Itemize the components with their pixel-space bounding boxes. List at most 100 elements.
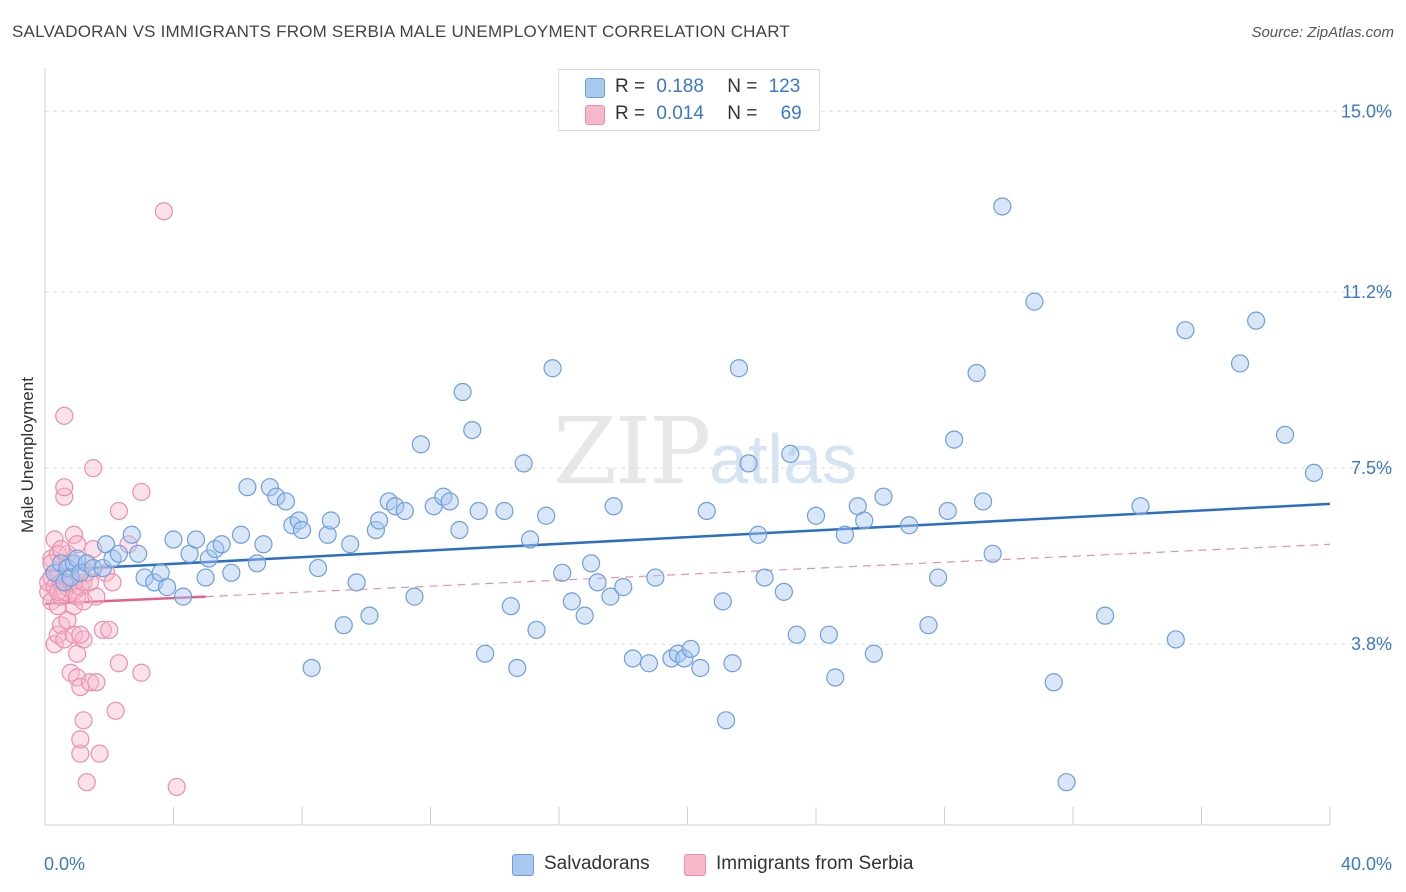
point-salvadorans (1096, 606, 1115, 625)
point-salvadorans (729, 359, 749, 378)
point-salvadorans (199, 549, 218, 568)
point-salvadorans (386, 497, 405, 516)
point-salvadorans (716, 711, 736, 730)
point-salvadorans (787, 625, 806, 644)
point-salvadorans (334, 616, 353, 635)
point-serbia (132, 482, 151, 502)
point-salvadorans (495, 501, 514, 521)
point-salvadorans (1247, 311, 1266, 330)
point-salvadorans (292, 520, 312, 540)
point-salvadorans (122, 525, 141, 544)
point-salvadorans (614, 578, 633, 597)
point-salvadorans (739, 454, 758, 473)
point-serbia (77, 773, 96, 792)
point-salvadorans (84, 558, 103, 578)
point-salvadorans (360, 606, 379, 625)
point-salvadorans (514, 454, 533, 473)
legend-n-label: N = (727, 76, 758, 97)
point-salvadorans (945, 430, 964, 449)
point-salvadorans (93, 558, 112, 578)
point-salvadorans (1131, 497, 1150, 516)
axes (44, 68, 1331, 826)
point-salvadorans (537, 506, 556, 525)
y-tick-label: 7.5% (1351, 458, 1392, 478)
point-salvadorans (855, 511, 874, 530)
point-serbia (64, 525, 84, 544)
point-salvadorans (983, 544, 1002, 563)
point-salvadorans (928, 568, 948, 587)
point-salvadorans (68, 549, 87, 568)
point-salvadorans (681, 639, 700, 659)
point-serbia (167, 777, 186, 797)
point-salvadorans (1275, 425, 1295, 444)
bottom-legend-label-serbia: Immigrants from Serbia (716, 853, 914, 874)
point-salvadorans (222, 563, 241, 582)
point-salvadorans (993, 197, 1012, 216)
point-serbia (100, 620, 119, 640)
point-salvadorans (604, 497, 623, 516)
y-tick-labels: 3.8% 7.5% 11.2% 15.0% (1341, 101, 1392, 654)
source-label: Source: ZipAtlas.com (1251, 24, 1394, 41)
point-salvadorans (476, 644, 495, 663)
point-salvadorans (755, 568, 774, 587)
legend-n-label: N = (727, 103, 758, 124)
point-salvadorans (646, 568, 665, 587)
chart-title: SALVADORAN VS IMMIGRANTS FROM SERBIA MAL… (12, 22, 790, 41)
point-salvadorans (247, 554, 267, 573)
series-salvadorans-points (45, 197, 1324, 792)
legend-swatch-serbia (585, 105, 605, 125)
point-serbia (64, 597, 84, 616)
y-axis-label: Male Unemployment (18, 377, 37, 533)
point-serbia (51, 539, 71, 559)
point-salvadorans (267, 487, 286, 506)
point-salvadorans (806, 506, 826, 525)
point-serbia (45, 635, 64, 654)
point-serbia (74, 711, 93, 730)
point-serbia (93, 620, 112, 640)
point-salvadorans (562, 592, 581, 611)
point-salvadorans (967, 363, 986, 383)
legend-n-value-serbia: 69 (780, 103, 802, 124)
point-serbia (71, 744, 90, 763)
point-serbia (84, 459, 103, 478)
point-serbia (132, 663, 151, 682)
legend-r-label: R = (615, 76, 646, 97)
point-salvadorans (411, 435, 430, 454)
point-salvadorans (370, 511, 389, 530)
point-salvadorans (1025, 292, 1044, 311)
point-salvadorans (463, 420, 482, 440)
legend-r-label: R = (615, 103, 646, 124)
point-salvadorans (623, 649, 642, 668)
point-salvadorans (900, 516, 919, 535)
point-salvadorans (1176, 321, 1195, 340)
point-salvadorans (1057, 773, 1076, 792)
point-serbia (71, 730, 90, 749)
point-salvadorans (501, 597, 520, 616)
point-serbia (55, 478, 74, 497)
bottom-legend-swatch-serbia (684, 854, 706, 876)
x-tick-label-max: 40.0% (1341, 854, 1392, 874)
point-salvadorans (129, 544, 148, 563)
point-salvadorans (774, 582, 793, 601)
legend-swatch-salvadorans (585, 78, 605, 98)
trend-line-serbia-extended (205, 543, 1331, 598)
point-serbia (109, 501, 128, 521)
point-salvadorans (453, 382, 472, 402)
y-tick-label: 11.2% (1342, 282, 1392, 302)
point-salvadorans (260, 478, 279, 497)
point-salvadorans (440, 492, 459, 511)
point-salvadorans (321, 511, 341, 530)
point-salvadorans (276, 492, 296, 511)
point-serbia (71, 625, 90, 644)
point-salvadorans (713, 592, 732, 611)
point-salvadorans (318, 525, 337, 544)
watermark-zip: ZIP (553, 398, 711, 505)
y-tick-label: 15.0% (1341, 101, 1392, 121)
point-salvadorans (450, 520, 469, 540)
point-serbia (87, 587, 106, 606)
point-salvadorans (588, 573, 607, 592)
point-salvadorans (196, 568, 215, 587)
point-salvadorans (366, 520, 385, 540)
point-salvadorans (543, 359, 562, 378)
